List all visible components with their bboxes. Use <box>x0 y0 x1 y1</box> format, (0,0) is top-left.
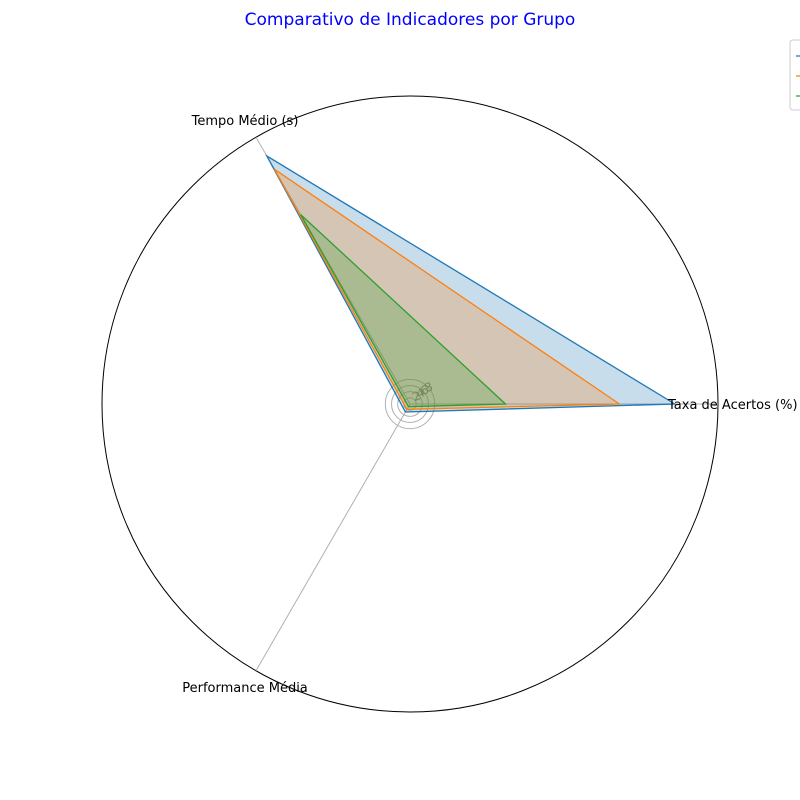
series-2-area <box>274 169 620 410</box>
series-1-area <box>266 155 675 412</box>
radial-ring-6 <box>391 385 429 423</box>
axis-label: Performance Média <box>182 681 308 696</box>
series-3-line <box>300 214 508 408</box>
axis-label: Tempo Médio (s) <box>191 114 299 129</box>
series-2-line <box>273 168 622 410</box>
radial-ring-8 <box>384 378 436 430</box>
chart-title: Comparativo de Indicadores por Grupo <box>245 10 576 30</box>
spoke-2 <box>255 403 411 671</box>
legend-box <box>789 39 800 111</box>
legend <box>789 39 800 111</box>
series-1-line <box>265 154 678 413</box>
radar-series <box>265 154 678 413</box>
axis-labels: Taxa de Acertos (%) Tempo Médio (s) Perfor… <box>182 114 797 696</box>
axis-label: Taxa de Acertos (%) <box>667 398 798 413</box>
radial-ring-4 <box>397 391 423 417</box>
